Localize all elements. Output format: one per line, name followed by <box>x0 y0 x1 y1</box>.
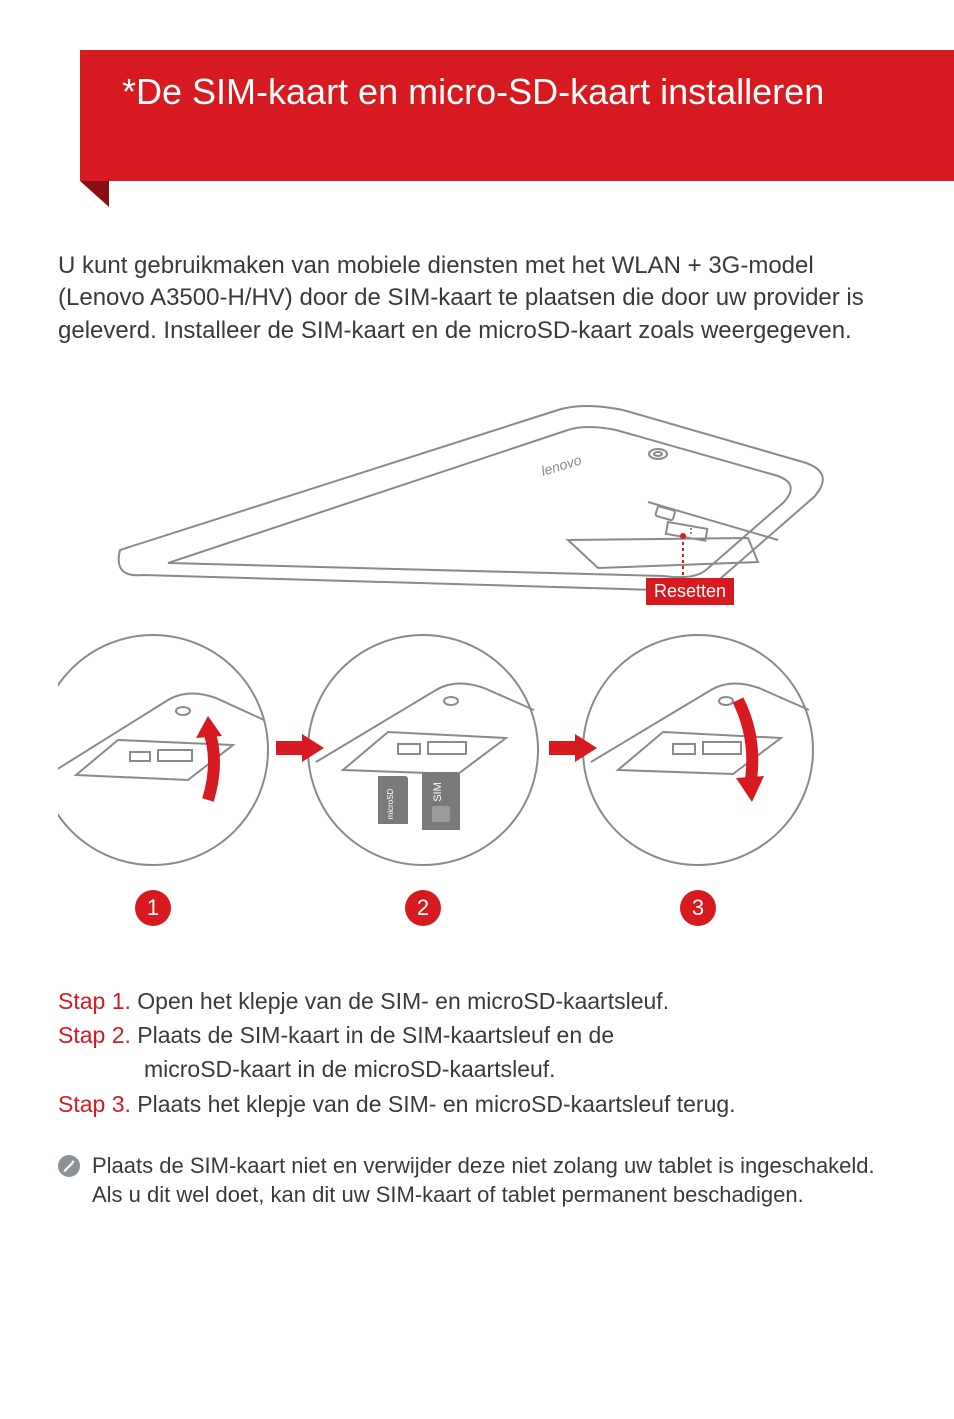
step-number-3: 3 <box>680 890 716 926</box>
diagram-svg: lenovo <box>58 400 896 960</box>
step-2-label: Stap 2. <box>58 1022 131 1048</box>
note-line-2: Als u dit wel doet, kan dit uw SIM-kaart… <box>92 1181 896 1210</box>
tablet-top-view: lenovo <box>119 406 823 593</box>
banner-title: *De SIM-kaart en micro-SD-kaart installe… <box>80 50 954 181</box>
sim-label: SIM <box>432 782 444 802</box>
step-number-1: 1 <box>135 890 171 926</box>
step-2-continuation: microSD-kaart in de microSD-kaartsleuf. <box>58 1053 896 1085</box>
title-banner: *De SIM-kaart en micro-SD-kaart installe… <box>80 50 954 181</box>
note-text: Plaats de SIM-kaart niet en verwijder de… <box>92 1152 896 1209</box>
microsd-label: microSD <box>386 788 395 819</box>
step-3: Stap 3. Plaats het klepje van de SIM- en… <box>58 1088 896 1120</box>
step-circle-1 <box>58 635 268 865</box>
step-2-text: Plaats de SIM-kaart in de SIM-kaartsleuf… <box>137 1022 614 1048</box>
installation-diagram: lenovo <box>58 400 896 960</box>
step-circle-3 <box>583 635 813 865</box>
pencil-icon <box>58 1155 80 1177</box>
steps-list: Stap 1. Open het klepje van de SIM- en m… <box>58 985 896 1122</box>
warning-note: Plaats de SIM-kaart niet en verwijder de… <box>58 1152 896 1209</box>
step-3-label: Stap 3. <box>58 1091 131 1117</box>
step-3-text: Plaats het klepje van de SIM- en microSD… <box>137 1091 735 1117</box>
reset-label: Resetten <box>646 578 734 605</box>
step-1-label: Stap 1. <box>58 988 131 1014</box>
step-1-text: Open het klepje van de SIM- en microSD-k… <box>137 988 669 1014</box>
step-1: Stap 1. Open het klepje van de SIM- en m… <box>58 985 896 1017</box>
step-2: Stap 2. Plaats de SIM-kaart in de SIM-ka… <box>58 1019 896 1051</box>
note-line-1: Plaats de SIM-kaart niet en verwijder de… <box>92 1152 896 1181</box>
step-number-2: 2 <box>405 890 441 926</box>
intro-paragraph: U kunt gebruikmaken van mobiele diensten… <box>58 250 896 347</box>
step-circle-2: microSD SIM <box>308 635 538 865</box>
banner-notch <box>80 181 109 207</box>
